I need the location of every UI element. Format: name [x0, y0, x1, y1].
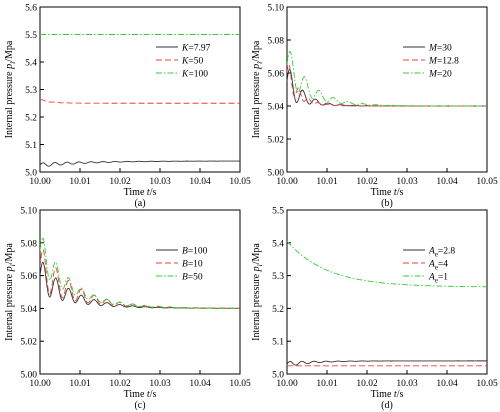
y-axis-label: Internal pressure pi/Mpa	[251, 243, 264, 341]
x-tick-label: 10.05	[476, 177, 498, 187]
panel-caption: (c)	[134, 400, 145, 411]
y-tick-label: 5.04	[20, 305, 37, 315]
y-tick-label: 5.08	[20, 239, 37, 249]
legend-entry: K=50	[181, 57, 203, 67]
legend-entry: M=12.8	[428, 57, 459, 67]
x-tick-label: 10.04	[436, 379, 458, 389]
x-tick-label: 10.03	[396, 379, 418, 389]
legend-entry: B=10	[182, 260, 203, 270]
plot-frame	[286, 6, 488, 173]
y-tick-label: 5.0	[272, 371, 284, 381]
y-tick-label: 5.10	[20, 207, 37, 217]
x-tick-label: 10.05	[476, 379, 498, 389]
x-axis-label: Time t/s	[371, 187, 404, 198]
x-tick-label: 10.01	[316, 177, 338, 187]
legend-entry: K=7.97	[181, 44, 211, 54]
x-tick-label: 10.05	[229, 379, 251, 389]
x-axis-label: Time t/s	[371, 389, 404, 400]
x-axis-label: Time t/s	[124, 187, 157, 198]
y-tick-label: 5.4	[272, 239, 284, 249]
x-tick-label: 10.01	[69, 177, 91, 187]
chart-panel-1: 10.00 10.01 10.02 10.03 10.04 10.05 5.0 5.1 5.2 5…	[4, 4, 251, 210]
y-tick-label: 5.2	[272, 305, 284, 315]
series-line-1	[287, 360, 487, 366]
y-tick-label: 5.08	[267, 37, 284, 47]
x-tick-label: 10.01	[316, 379, 338, 389]
series-line-3	[287, 240, 487, 288]
x-tick-label: 10.05	[229, 177, 251, 187]
y-tick-label: 5.06	[20, 272, 37, 282]
y-tick-label: 5.1	[25, 141, 37, 151]
y-tick-label: 5.02	[267, 136, 284, 146]
y-tick-label: 5.02	[20, 338, 37, 348]
y-tick-label: 5.5	[25, 31, 37, 41]
y-axis-label: Internal pressure pi/Mpa	[4, 40, 17, 138]
x-tick-label: 10.04	[189, 177, 211, 187]
series-line-2	[40, 99, 240, 104]
x-axis-label: Time t/s	[124, 389, 157, 400]
y-tick-label: 5.3	[272, 272, 284, 282]
legend-entry: Ae=2.8	[428, 247, 455, 259]
panel-caption: (d)	[381, 400, 393, 411]
x-tick-label: 10.02	[356, 379, 378, 389]
x-tick-label: 10.02	[356, 177, 378, 187]
x-tick-label: 10.04	[189, 379, 211, 389]
series-line-3	[40, 237, 240, 309]
chart-panel-3: 10.00 10.01 10.02 10.03 10.04 10.05 5.00 5.02 5.…	[4, 207, 251, 412]
x-tick-label: 10.03	[396, 177, 418, 187]
legend-entry: Ae=1	[428, 273, 448, 285]
y-tick-label: 5.2	[25, 114, 37, 124]
x-tick-label: 10.02	[109, 379, 131, 389]
plot-frame	[286, 209, 488, 375]
plot-frame	[39, 209, 241, 375]
legend-entry: K=100	[181, 70, 208, 80]
y-tick-label: 5.06	[267, 70, 284, 80]
chart-panel-4: 10.00 10.01 10.02 10.03 10.04 10.05 5.0 5.1 5.2 5…	[251, 207, 498, 412]
legend-entry: B=50	[182, 273, 203, 283]
panel-caption: (b)	[381, 198, 393, 209]
y-tick-label: 5.0	[25, 169, 37, 179]
y-axis-label: Internal pressure pi/Mpa	[4, 243, 17, 341]
x-tick-label: 10.03	[149, 177, 171, 187]
y-tick-label: 5.3	[25, 86, 37, 96]
x-tick-label: 10.00	[29, 177, 51, 187]
y-tick-label: 5.10	[267, 4, 284, 14]
series-line-1	[40, 160, 240, 167]
chart-panel-2: 10.00 10.01 10.02 10.03 10.04 10.05 5.00 5.02 5.…	[251, 4, 498, 210]
y-tick-label: 5.6	[25, 4, 37, 14]
y-tick-label: 5.4	[25, 59, 37, 69]
legend-entry: M=20	[428, 70, 452, 80]
legend-entry: M=30	[428, 44, 452, 54]
legend-entry: B=100	[182, 247, 208, 257]
panel-caption: (a)	[134, 198, 145, 209]
y-axis-label: Internal pressure pi/Mpa	[251, 40, 264, 138]
x-tick-label: 10.01	[69, 379, 91, 389]
y-tick-label: 5.04	[267, 103, 284, 113]
x-tick-label: 10.03	[149, 379, 171, 389]
x-tick-label: 10.00	[276, 177, 298, 187]
x-tick-label: 10.04	[436, 177, 458, 187]
x-tick-label: 10.00	[29, 379, 51, 389]
y-tick-label: 5.5	[272, 207, 284, 217]
y-tick-label: 5.00	[267, 169, 284, 179]
series-line-3	[287, 51, 487, 107]
y-tick-label: 5.00	[20, 371, 37, 381]
x-tick-label: 10.02	[109, 177, 131, 187]
plot-frame	[39, 6, 241, 173]
y-tick-label: 5.1	[272, 338, 284, 348]
x-tick-label: 10.00	[276, 379, 298, 389]
legend-entry: Ae=4	[428, 260, 448, 272]
